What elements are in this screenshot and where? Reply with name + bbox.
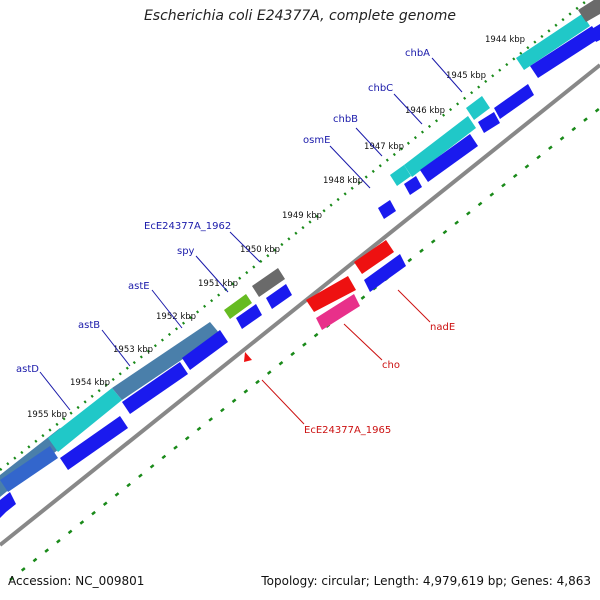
cds-steel-mid — [112, 322, 220, 400]
forward-ruler — [0, 0, 590, 471]
cds-chbc — [466, 96, 490, 120]
tick-label: 1951 kbp — [198, 279, 238, 289]
gene-label: astE — [128, 281, 150, 292]
gene-arrow — [420, 134, 478, 182]
tick-label: 1947 kbp — [364, 142, 404, 152]
tick-labels: 1944 kbp 1945 kbp 1946 kbp 1947 kbp 1948… — [27, 35, 525, 420]
genome-backbone — [0, 63, 600, 547]
cds-chba — [516, 14, 590, 70]
gene-marker-1965 — [244, 352, 252, 362]
gene-arrow — [60, 416, 128, 470]
gene-label: EcE24377A_1965 — [304, 425, 391, 436]
genome-summary: Topology: circular; Length: 4,979,619 bp… — [261, 574, 591, 588]
gene-label: chbC — [368, 83, 393, 94]
tick-label: 1944 kbp — [485, 35, 525, 45]
gene-label: spy — [177, 246, 195, 257]
cds-red-left — [306, 276, 356, 312]
cds-chbb — [404, 116, 476, 177]
gene-arrow — [378, 200, 396, 219]
gene-label: EcE24377A_1962 — [144, 221, 231, 232]
tick-label: 1945 kbp — [446, 71, 486, 81]
tick-label: 1949 kbp — [282, 211, 322, 221]
gene-arrow — [0, 446, 58, 492]
tick-label: 1952 kbp — [156, 312, 196, 322]
cds-cyan-left — [48, 388, 122, 452]
gene-arrow — [236, 304, 262, 329]
gene-arrows-forward — [0, 24, 600, 518]
cds-cho — [316, 294, 360, 330]
gene-arrow — [0, 492, 16, 518]
gene-label: astB — [78, 320, 100, 331]
gene-label: chbB — [333, 114, 358, 125]
gene-arrow — [478, 112, 500, 133]
gene-label: astD — [16, 364, 39, 375]
tick-label: 1953 kbp — [113, 345, 153, 355]
cds-upper — [0, 0, 600, 497]
gene-labels: chbA chbC chbB osmE EcE24377A_1962 spy a… — [16, 48, 455, 436]
gene-label: nadE — [430, 322, 455, 333]
cds-gray-1962 — [252, 268, 285, 297]
gene-label: osmE — [303, 135, 330, 146]
cds-nade — [354, 240, 394, 274]
map-title: Escherichia coli E24377A, complete genom… — [143, 8, 457, 24]
gene-arrow — [122, 362, 188, 414]
tick-label: 1950 kbp — [240, 245, 280, 255]
cds-gray-top — [578, 0, 600, 22]
gene-label: cho — [382, 360, 400, 371]
tick-label: 1946 kbp — [405, 106, 445, 116]
gene-arrow — [494, 84, 534, 119]
gene-arrow — [266, 284, 292, 309]
accession-label: Accession: NC_009801 — [8, 574, 145, 588]
gene-arrow — [590, 24, 600, 42]
gene-arrow — [182, 330, 228, 370]
gene-arrow — [404, 176, 422, 195]
gene-arrow — [530, 26, 600, 78]
cds-osme — [390, 165, 411, 186]
tick-label: 1948 kbp — [323, 176, 363, 186]
leader-lines — [39, 57, 463, 425]
cds-green-spy — [224, 294, 252, 319]
gene-arrow-nade — [364, 254, 406, 292]
reverse-ruler — [9, 107, 600, 581]
gene-label: chbA — [405, 48, 430, 59]
tick-label: 1955 kbp — [27, 410, 67, 420]
tick-label: 1954 kbp — [70, 378, 110, 388]
reverse-genes — [244, 240, 406, 362]
